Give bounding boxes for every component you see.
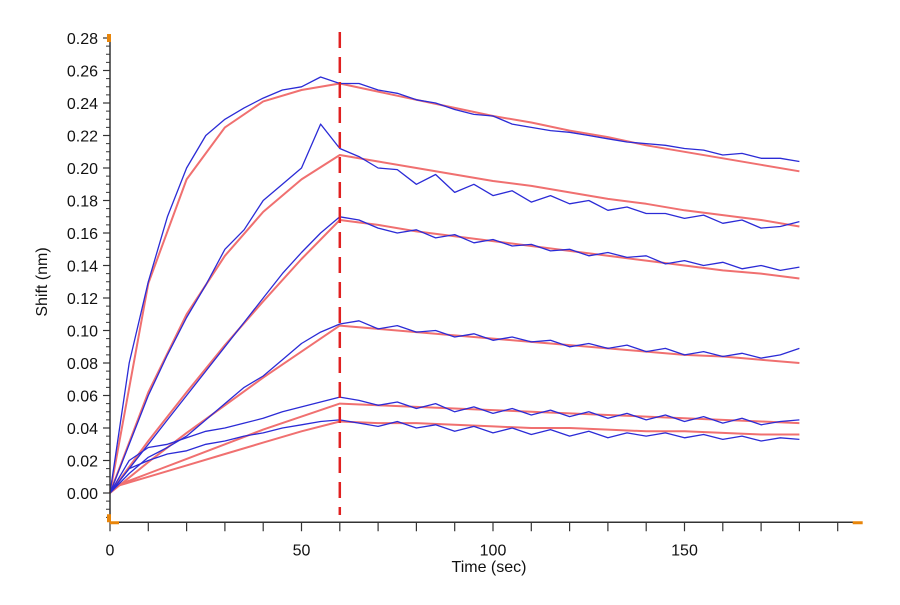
- raw-data-curve-5: [109, 396, 800, 494]
- fit-curve-6: [109, 420, 800, 490]
- raw-data-curve-3: [109, 216, 800, 494]
- x-max-marker: [852, 521, 863, 525]
- y-tick-label: 0.18: [67, 194, 98, 211]
- y-tick-label: 0.20: [67, 161, 98, 178]
- raw-data-curve-1: [109, 76, 800, 494]
- y-tick-label: 0.08: [67, 356, 98, 373]
- y-tick-label: 0.04: [67, 421, 98, 438]
- y-min-marker: [107, 514, 111, 523]
- y-tick-label: 0.24: [67, 96, 98, 113]
- series-layer: [109, 76, 800, 494]
- y-tick-label: 0.26: [67, 64, 98, 81]
- x-tick-label: 0: [106, 542, 115, 559]
- y-tick-label: 0.06: [67, 389, 98, 406]
- y-tick-label: 0.10: [67, 324, 98, 341]
- y-axis-label: Shift (nm): [34, 247, 51, 316]
- x-tick-label: 150: [671, 542, 698, 559]
- raw-data-curve-4: [109, 320, 800, 494]
- fit-curve-1: [109, 82, 800, 494]
- y-tick-label: 0.28: [67, 31, 98, 48]
- y-tick-label: 0.14: [67, 259, 98, 276]
- x-tick-label: 100: [480, 542, 507, 559]
- x-tick-label: 50: [293, 542, 311, 559]
- raw-data-curve-6: [109, 419, 800, 494]
- fit-curve-5: [109, 402, 800, 490]
- y-tick-label: 0.16: [67, 226, 98, 243]
- fit-curve-3: [109, 219, 800, 494]
- y-max-marker: [107, 34, 111, 42]
- raw-data-curve-2: [109, 123, 800, 494]
- y-tick-label: 0.22: [67, 129, 98, 146]
- fit-curve-2: [109, 154, 800, 494]
- axes: 0.00 0.02 0.04 0.06 0.08 0.10 0.12 0.14 0.16 0.18…: [67, 31, 863, 559]
- y-tick-label: 0.12: [67, 291, 98, 308]
- y-tick-label: 0.02: [67, 454, 98, 471]
- x-axis-label: Time (sec): [452, 559, 527, 576]
- y-tick-label: 0.00: [67, 486, 98, 503]
- x-min-marker: [110, 521, 119, 525]
